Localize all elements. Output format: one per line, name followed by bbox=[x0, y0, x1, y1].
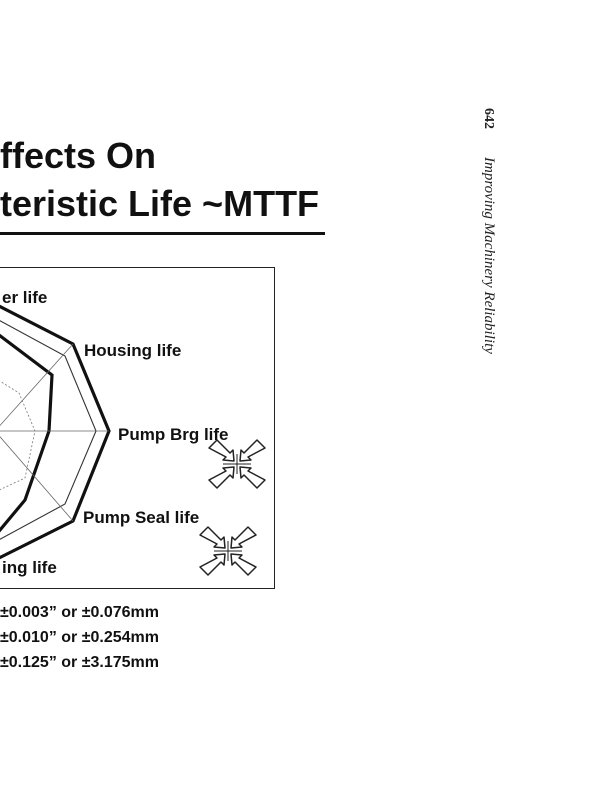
axis-spoke-pump-seal bbox=[0, 436, 74, 522]
axis-label-bottom: ing life bbox=[2, 558, 57, 577]
running-header: 642 Improving Machinery Reliability bbox=[480, 108, 497, 354]
inner-grid-dotted bbox=[0, 380, 36, 491]
legend-entry-0: ±0.003” or ±0.076mm bbox=[0, 604, 159, 621]
radar-chart: er life Housing life Pump Brg life Pump … bbox=[0, 267, 275, 589]
page-number: 642 bbox=[481, 108, 496, 129]
axis-label-pump-seal: Pump Seal life bbox=[83, 508, 199, 527]
axis-spoke-housing bbox=[0, 343, 74, 427]
arrows-inward-icon-2 bbox=[199, 526, 257, 576]
radar-svg: er life Housing life Pump Brg life Pump … bbox=[0, 288, 266, 577]
legend-entry-1: ±0.010” or ±0.254mm bbox=[0, 629, 159, 646]
title-underline bbox=[0, 232, 325, 235]
axis-label-housing: Housing life bbox=[84, 341, 181, 360]
legend-entry-2: ±0.125” or ±3.175mm bbox=[0, 654, 159, 671]
series-inner-polygon bbox=[0, 333, 54, 533]
slide-title-line-2: teristic Life ~MTTF bbox=[0, 183, 320, 224]
axis-label-pump-brg: Pump Brg life bbox=[118, 425, 229, 444]
arrows-inward-icon bbox=[208, 439, 266, 489]
axis-label-top: er life bbox=[2, 288, 47, 307]
slide-title-line-1: ffects On bbox=[0, 135, 157, 176]
running-title: Improving Machinery Reliability bbox=[481, 157, 497, 354]
